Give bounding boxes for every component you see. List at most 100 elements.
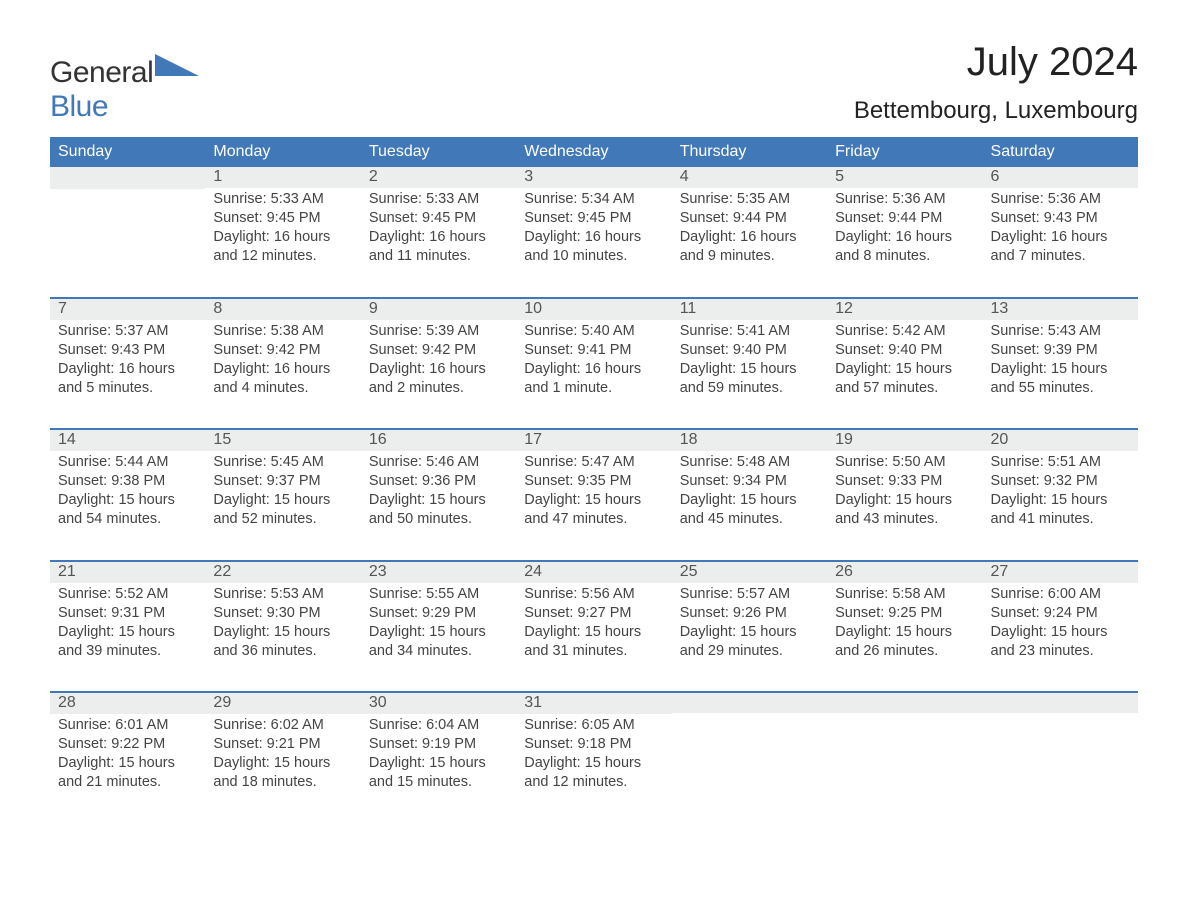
calendar-cell: 27Sunrise: 6:00 AMSunset: 9:24 PMDayligh… [983,560,1138,692]
day-number: 1 [205,167,360,188]
day-details: Sunrise: 5:45 AMSunset: 9:37 PMDaylight:… [205,451,360,560]
header-row: General Blue July 2024 Bettembourg, Luxe… [50,40,1138,125]
day-details: Sunrise: 5:52 AMSunset: 9:31 PMDaylight:… [50,583,205,692]
calendar-cell: 4Sunrise: 5:35 AMSunset: 9:44 PMDaylight… [672,167,827,297]
calendar-cell: 1Sunrise: 5:33 AMSunset: 9:45 PMDaylight… [205,167,360,297]
day-details: Sunrise: 6:00 AMSunset: 9:24 PMDaylight:… [983,583,1138,692]
day-details: Sunrise: 6:04 AMSunset: 9:19 PMDaylight:… [361,714,516,823]
calendar-week-row: 28Sunrise: 6:01 AMSunset: 9:22 PMDayligh… [50,691,1138,823]
day-details: Sunrise: 5:43 AMSunset: 9:39 PMDaylight:… [983,320,1138,429]
title-block: July 2024 Bettembourg, Luxembourg [854,40,1138,125]
calendar-cell: 23Sunrise: 5:55 AMSunset: 9:29 PMDayligh… [361,560,516,692]
weekday-header: Sunday [50,137,205,167]
day-details: Sunrise: 5:48 AMSunset: 9:34 PMDaylight:… [672,451,827,560]
day-details: Sunrise: 5:33 AMSunset: 9:45 PMDaylight:… [205,188,360,297]
logo-sail-icon [155,54,199,81]
day-details: Sunrise: 5:57 AMSunset: 9:26 PMDaylight:… [672,583,827,692]
logo: General Blue [50,56,199,124]
calendar-cell [827,691,982,823]
weekday-header: Thursday [672,137,827,167]
calendar-week-row: 1Sunrise: 5:33 AMSunset: 9:45 PMDaylight… [50,167,1138,297]
day-details: Sunrise: 5:38 AMSunset: 9:42 PMDaylight:… [205,320,360,429]
day-number: 21 [50,560,205,583]
day-number: 28 [50,691,205,714]
day-details: Sunrise: 5:42 AMSunset: 9:40 PMDaylight:… [827,320,982,429]
day-details: Sunrise: 5:35 AMSunset: 9:44 PMDaylight:… [672,188,827,297]
day-number: 29 [205,691,360,714]
day-details: Sunrise: 5:50 AMSunset: 9:33 PMDaylight:… [827,451,982,560]
day-number: 20 [983,428,1138,451]
day-number: 18 [672,428,827,451]
day-details: Sunrise: 5:58 AMSunset: 9:25 PMDaylight:… [827,583,982,692]
calendar-cell: 24Sunrise: 5:56 AMSunset: 9:27 PMDayligh… [516,560,671,692]
calendar-cell: 19Sunrise: 5:50 AMSunset: 9:33 PMDayligh… [827,428,982,560]
calendar-cell: 12Sunrise: 5:42 AMSunset: 9:40 PMDayligh… [827,297,982,429]
day-number: 2 [361,167,516,188]
calendar-cell: 25Sunrise: 5:57 AMSunset: 9:26 PMDayligh… [672,560,827,692]
day-details: Sunrise: 6:02 AMSunset: 9:21 PMDaylight:… [205,714,360,823]
calendar-cell: 18Sunrise: 5:48 AMSunset: 9:34 PMDayligh… [672,428,827,560]
day-number: 13 [983,297,1138,320]
day-details: Sunrise: 5:39 AMSunset: 9:42 PMDaylight:… [361,320,516,429]
logo-sub: Blue [50,90,108,123]
day-details: Sunrise: 5:36 AMSunset: 9:43 PMDaylight:… [983,188,1138,297]
calendar-cell: 8Sunrise: 5:38 AMSunset: 9:42 PMDaylight… [205,297,360,429]
day-number: 8 [205,297,360,320]
calendar-cell: 15Sunrise: 5:45 AMSunset: 9:37 PMDayligh… [205,428,360,560]
day-number: 30 [361,691,516,714]
calendar-cell: 10Sunrise: 5:40 AMSunset: 9:41 PMDayligh… [516,297,671,429]
calendar-cell: 11Sunrise: 5:41 AMSunset: 9:40 PMDayligh… [672,297,827,429]
day-number: 16 [361,428,516,451]
calendar-cell: 30Sunrise: 6:04 AMSunset: 9:19 PMDayligh… [361,691,516,823]
day-number: 27 [983,560,1138,583]
day-number: 12 [827,297,982,320]
calendar-body: 1Sunrise: 5:33 AMSunset: 9:45 PMDaylight… [50,167,1138,823]
day-details: Sunrise: 5:40 AMSunset: 9:41 PMDaylight:… [516,320,671,429]
calendar-cell: 20Sunrise: 5:51 AMSunset: 9:32 PMDayligh… [983,428,1138,560]
calendar-cell: 14Sunrise: 5:44 AMSunset: 9:38 PMDayligh… [50,428,205,560]
calendar-cell: 22Sunrise: 5:53 AMSunset: 9:30 PMDayligh… [205,560,360,692]
calendar-week-row: 21Sunrise: 5:52 AMSunset: 9:31 PMDayligh… [50,560,1138,692]
day-number: 5 [827,167,982,188]
weekday-header: Wednesday [516,137,671,167]
empty-day-head [50,167,205,189]
calendar-cell: 26Sunrise: 5:58 AMSunset: 9:25 PMDayligh… [827,560,982,692]
calendar-cell [50,167,205,297]
weekday-header: Saturday [983,137,1138,167]
day-details: Sunrise: 5:46 AMSunset: 9:36 PMDaylight:… [361,451,516,560]
calendar-cell [672,691,827,823]
calendar-cell: 16Sunrise: 5:46 AMSunset: 9:36 PMDayligh… [361,428,516,560]
day-number: 26 [827,560,982,583]
day-details: Sunrise: 5:33 AMSunset: 9:45 PMDaylight:… [361,188,516,297]
day-details: Sunrise: 5:44 AMSunset: 9:38 PMDaylight:… [50,451,205,560]
day-number: 10 [516,297,671,320]
calendar-week-row: 14Sunrise: 5:44 AMSunset: 9:38 PMDayligh… [50,428,1138,560]
calendar-cell [983,691,1138,823]
calendar-week-row: 7Sunrise: 5:37 AMSunset: 9:43 PMDaylight… [50,297,1138,429]
empty-day-head [827,691,982,713]
day-details: Sunrise: 5:37 AMSunset: 9:43 PMDaylight:… [50,320,205,429]
day-number: 17 [516,428,671,451]
day-number: 4 [672,167,827,188]
day-number: 14 [50,428,205,451]
day-details: Sunrise: 5:47 AMSunset: 9:35 PMDaylight:… [516,451,671,560]
logo-text: General Blue [50,56,199,124]
logo-main: General [50,56,153,89]
day-details: Sunrise: 6:01 AMSunset: 9:22 PMDaylight:… [50,714,205,823]
calendar-cell: 13Sunrise: 5:43 AMSunset: 9:39 PMDayligh… [983,297,1138,429]
day-number: 19 [827,428,982,451]
day-number: 24 [516,560,671,583]
weekday-header: Monday [205,137,360,167]
day-details: Sunrise: 5:36 AMSunset: 9:44 PMDaylight:… [827,188,982,297]
calendar-cell: 31Sunrise: 6:05 AMSunset: 9:18 PMDayligh… [516,691,671,823]
empty-day-head [672,691,827,713]
calendar-cell: 29Sunrise: 6:02 AMSunset: 9:21 PMDayligh… [205,691,360,823]
day-number: 23 [361,560,516,583]
weekday-header: Tuesday [361,137,516,167]
day-number: 9 [361,297,516,320]
calendar-table: SundayMondayTuesdayWednesdayThursdayFrid… [50,137,1138,823]
day-details: Sunrise: 6:05 AMSunset: 9:18 PMDaylight:… [516,714,671,823]
page-title: July 2024 [854,40,1138,85]
calendar-cell: 7Sunrise: 5:37 AMSunset: 9:43 PMDaylight… [50,297,205,429]
empty-day-head [983,691,1138,713]
